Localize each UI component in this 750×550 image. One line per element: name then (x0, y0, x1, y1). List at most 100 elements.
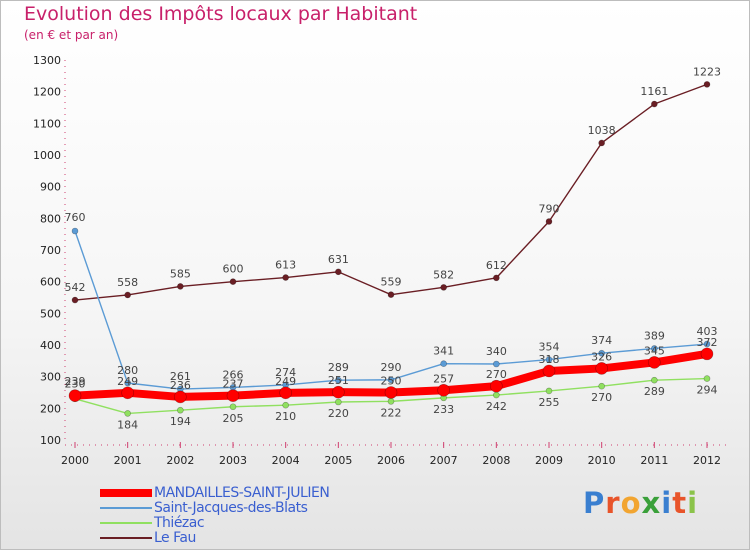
data-label: 210 (275, 410, 296, 423)
x-tick-label: 2002 (166, 454, 194, 467)
data-label: 585 (170, 267, 191, 280)
data-point (124, 291, 131, 299)
y-tick-label: 600 (40, 276, 61, 289)
data-label: 237 (223, 378, 244, 391)
y-tick-label: 1100 (33, 117, 61, 130)
y-tick-label: 1200 (33, 86, 61, 99)
data-point (335, 376, 342, 384)
data-point (703, 81, 711, 88)
data-point (598, 139, 605, 147)
data-label: 270 (591, 391, 612, 404)
data-label: 280 (117, 364, 138, 377)
data-label: 257 (433, 372, 454, 385)
data-point (229, 278, 237, 285)
data-point (177, 406, 184, 414)
data-point (387, 376, 395, 384)
data-point (335, 268, 342, 276)
data-label: 374 (591, 334, 612, 347)
data-label: 318 (539, 353, 560, 366)
data-point (493, 274, 500, 282)
data-point (226, 389, 240, 402)
data-point (493, 360, 500, 368)
data-label: 340 (486, 345, 507, 358)
data-point (595, 362, 608, 375)
data-label: 236 (170, 379, 191, 392)
data-point (651, 100, 658, 108)
logo-letter: x (641, 486, 662, 520)
legend-label: Thiézac (154, 515, 205, 531)
data-label: 389 (644, 329, 665, 342)
data-point (282, 274, 289, 281)
legend-swatch (100, 537, 152, 539)
data-label: 1038 (588, 124, 616, 137)
x-tick-label: 2000 (61, 454, 89, 467)
data-point (545, 356, 553, 363)
data-label: 184 (117, 418, 138, 431)
data-label: 294 (697, 384, 718, 397)
data-point (71, 227, 79, 235)
data-point (598, 349, 605, 357)
data-label: 582 (433, 268, 454, 281)
data-label: 289 (644, 385, 665, 398)
data-label: 266 (223, 368, 244, 381)
data-point (282, 401, 289, 409)
data-point (651, 376, 658, 384)
y-tick-label: 500 (40, 307, 61, 320)
data-point (545, 387, 553, 395)
x-tick-label: 2010 (588, 454, 616, 467)
chart-axes: 100 200 300 400 500 600 700 800 900 1000 1100 1200 1… (33, 54, 727, 467)
data-label: 220 (328, 407, 349, 420)
data-point (703, 340, 711, 348)
data-label: 558 (117, 276, 138, 289)
legend-swatch (100, 489, 152, 497)
data-point (490, 379, 503, 393)
data-label: 790 (539, 203, 560, 216)
data-label: 631 (328, 253, 349, 266)
data-label: 205 (223, 412, 244, 425)
data-point (598, 382, 605, 390)
y-tick-label: 900 (40, 181, 61, 194)
data-point (493, 391, 500, 399)
series-layer (68, 81, 714, 417)
data-label: 242 (486, 400, 507, 413)
data-point (440, 360, 447, 367)
data-label: 326 (591, 350, 612, 363)
data-label: 194 (170, 415, 191, 428)
legend-swatch (100, 507, 152, 509)
data-label: 289 (328, 361, 349, 374)
data-label: 290 (381, 361, 402, 374)
data-point (124, 410, 131, 417)
data-label: 233 (433, 403, 454, 416)
data-point (437, 383, 450, 397)
data-label: 239 (65, 375, 86, 388)
data-label: 251 (328, 374, 349, 387)
legend-label: MANDAILLES-SAINT-JULIEN (154, 485, 330, 501)
data-label: 222 (381, 406, 402, 419)
proxiti-logo: Proxiti (583, 486, 698, 520)
data-label: 372 (697, 336, 718, 349)
data-label: 760 (65, 211, 86, 224)
data-label: 249 (117, 375, 138, 388)
data-point (384, 386, 398, 399)
x-tick-label: 2006 (377, 454, 405, 467)
legend-swatch (100, 522, 152, 524)
data-label: 1223 (693, 65, 721, 78)
data-point (440, 284, 447, 291)
data-point (545, 218, 553, 225)
x-tick-label: 2011 (640, 454, 668, 467)
data-label: 559 (381, 276, 402, 289)
y-tick-label: 1000 (33, 149, 61, 162)
data-label: 354 (539, 341, 560, 354)
data-point (387, 291, 395, 298)
y-tick-label: 1300 (33, 54, 61, 67)
data-label: 341 (433, 345, 454, 358)
data-point (542, 364, 556, 378)
data-point (229, 403, 237, 411)
data-label: 249 (275, 375, 296, 388)
data-point (700, 347, 714, 361)
x-tick-label: 2003 (219, 454, 247, 467)
data-label: 250 (381, 375, 402, 388)
data-label: 255 (539, 396, 560, 409)
x-tick-label: 2001 (114, 454, 142, 467)
